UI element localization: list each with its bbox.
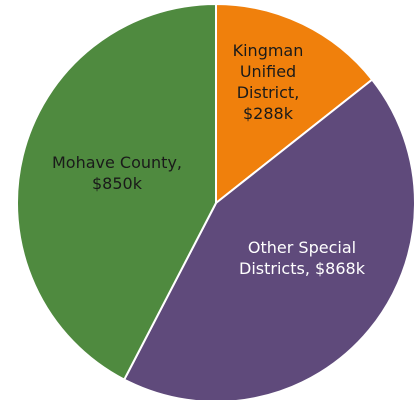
slice-label: Other Special Districts, $868k [222, 237, 382, 279]
category-label: Other Special Districts, [239, 238, 357, 278]
slice-label: Mohave County, $850k [35, 152, 200, 194]
category-label: Mohave County, [51, 153, 182, 172]
value-label: $868k [315, 259, 365, 278]
pie-slice [215, 2, 374, 206]
pie-slice [16, 2, 217, 381]
value-label: $288k [243, 104, 293, 123]
value-label: $850k [92, 174, 142, 193]
category-label: Kingman Unified District, [232, 41, 304, 102]
pie-slice [122, 78, 416, 400]
slice-label: Kingman Unified District, $288k [220, 40, 316, 124]
